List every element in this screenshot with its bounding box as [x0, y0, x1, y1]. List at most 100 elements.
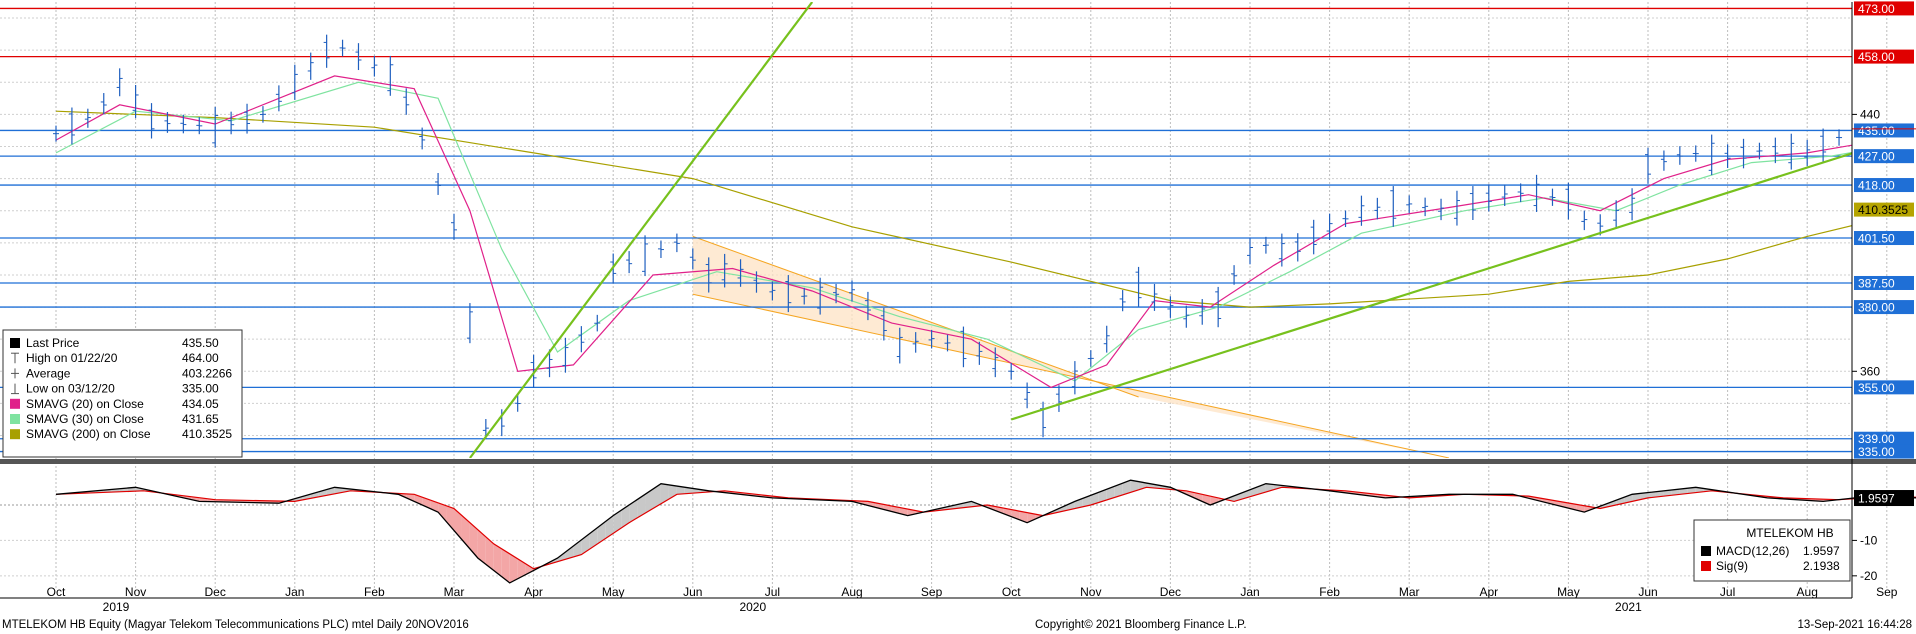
price-level-label: 427.00 [1858, 150, 1895, 164]
macd-divergence-fill [406, 493, 415, 502]
footer-security: MTELEKOM HB Equity (Magyar Telekom Telec… [2, 619, 469, 631]
x-tick-label: Jan [285, 585, 304, 599]
footer-timestamp: 13-Sep-2021 16:44:28 [1798, 619, 1912, 631]
macd-divergence-fill [573, 539, 582, 557]
macd-divergence-fill [509, 553, 518, 583]
price-levels [0, 7, 1852, 453]
macd-divergence-fill [684, 487, 693, 494]
price-level-label: 387.50 [1858, 276, 1895, 290]
legend-value: 431.65 [182, 412, 219, 426]
legend-label: Last Price [26, 336, 80, 350]
macd-divergence-fill [1106, 486, 1115, 500]
macd-divergence-fill [660, 483, 669, 504]
legend-row: High on 01/22/20 464.00 [11, 351, 219, 365]
long-uptrend-trendline [1010, 152, 1852, 421]
panel-separator [0, 459, 1916, 464]
x-tick-label: Jun [1638, 585, 1657, 599]
legend-row: Average 403.2266 [11, 366, 232, 380]
price-level-label-bg [1854, 202, 1914, 217]
x-tick-label: May [602, 585, 625, 599]
x-tick-label: May [1557, 585, 1580, 599]
price-level-label-bg [1854, 380, 1914, 395]
macd-divergence-fill [1202, 494, 1211, 505]
macd-divergence-fill [1114, 483, 1123, 498]
price-level-label: 473.00 [1858, 2, 1895, 16]
macd-divergence-fill [438, 502, 447, 522]
price-level-label: 418.00 [1858, 179, 1895, 193]
macd-divergence-fill [461, 515, 470, 549]
price-level-labels: 473.00 458.00 435.00 427.00 418.00 410.3525 40… [1852, 1, 1916, 459]
macd-y-tick-label: -20 [1860, 569, 1878, 583]
x-tick-label: Nov [125, 585, 146, 599]
x-tick-label: Sep [921, 585, 943, 599]
macd-divergence-fill [493, 543, 502, 577]
price-channel [692, 235, 1450, 458]
price-level-label-bg [1854, 275, 1914, 290]
macd-divergence-fill [525, 563, 534, 575]
price-level-label-bg [1854, 1, 1914, 16]
price-level-label-bg [1854, 123, 1914, 138]
macd-divergence-fill [653, 483, 661, 509]
macd-divergence-fill [477, 529, 486, 565]
legend-label: High on 01/22/20 [26, 351, 118, 365]
macd-divergence-fill [485, 536, 494, 571]
macd-divergence-fill [1648, 491, 1656, 498]
legend-value: 434.05 [182, 397, 219, 411]
price-level-label-bg [1854, 149, 1914, 164]
x-tick-label: Mar [444, 585, 465, 599]
price-level-label: 410.3525 [1858, 203, 1908, 217]
macd-divergence-fill [1210, 496, 1219, 505]
macd-divergence-fill [1130, 480, 1139, 493]
trendlines [469, 2, 1852, 458]
macd-divergence-fill [637, 494, 646, 518]
price-level-label: 355.00 [1858, 381, 1895, 395]
macd-divergence-fill [1687, 487, 1696, 494]
macd-divergence-fill [1663, 489, 1672, 497]
x-year-label: 2019 [103, 600, 130, 614]
macd-divergence-fill [446, 505, 454, 531]
macd-divergence-fill [1679, 488, 1688, 495]
footer-copyright: Copyright© 2021 Bloomberg Finance L.P. [1035, 619, 1247, 631]
signal-line [55, 486, 1916, 570]
macd-divergence-fill [1027, 512, 1036, 523]
macd-value-label-bg [1854, 490, 1914, 507]
x-tick-label: Sep [1876, 585, 1898, 599]
x-tick-label: Dec [205, 585, 226, 599]
x-tick-label: Nov [1080, 585, 1101, 599]
x-year-label: 2021 [1615, 600, 1642, 614]
x-tick-label: Oct [47, 585, 66, 599]
macd-divergence-fill [1090, 492, 1099, 505]
macd-divergence-fill [557, 552, 566, 562]
legend-swatch [10, 398, 20, 409]
price-level-label-bg [1854, 431, 1914, 446]
x-tick-label: Feb [1319, 585, 1340, 599]
macd-divergence-fill [1098, 489, 1107, 503]
price-level-label: 401.50 [1858, 232, 1895, 246]
macd-legend: MTELEKOM HB MACD(12,26) 1.9597 Sig(9) 2.193… [1693, 519, 1851, 582]
macd-divergence-fill [517, 558, 526, 579]
legend-swatch [10, 338, 20, 348]
macd-legend-value: 2.1938 [1803, 559, 1840, 573]
macd-divergence-fill [501, 548, 510, 583]
x-tick-label: Aug [1797, 585, 1818, 599]
legend-label: Average [26, 366, 71, 380]
price-level-label-bg [1854, 231, 1914, 246]
price-y-tick-label: 440 [1860, 107, 1880, 121]
price-level-label-bg [1854, 300, 1914, 315]
macd-panel: 1.9597 -10 -20 [0, 479, 1916, 584]
macd-divergence-fill [621, 504, 630, 528]
legend-label: SMAVG (30) on Close [26, 412, 144, 426]
legend-label: SMAVG (20) on Close [26, 397, 144, 411]
legend-swatch [10, 414, 20, 424]
x-tick-label: Aug [841, 585, 862, 599]
price-level-label-bg [1854, 444, 1914, 459]
macd-divergence-fill [629, 499, 638, 523]
price-level-label: 458.00 [1858, 50, 1895, 64]
x-tick-label: Oct [1002, 585, 1021, 599]
macd-legend-swatch [1701, 546, 1711, 556]
price-level-label: 339.00 [1858, 432, 1895, 446]
macd-divergence-fill [565, 545, 574, 560]
macd-divergence-fill [955, 503, 964, 509]
macd-divergence-fill [605, 515, 614, 539]
